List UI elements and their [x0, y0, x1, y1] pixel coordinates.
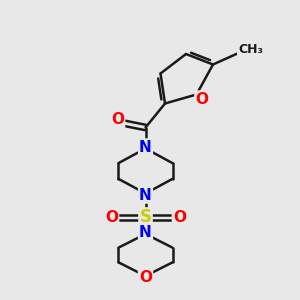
- Text: O: O: [139, 270, 152, 285]
- Text: O: O: [111, 112, 124, 128]
- Text: O: O: [195, 92, 208, 106]
- Text: N: N: [139, 225, 152, 240]
- Text: N: N: [139, 140, 152, 154]
- Text: O: O: [173, 210, 186, 225]
- Text: O: O: [105, 210, 118, 225]
- Text: N: N: [139, 188, 152, 202]
- Text: CH₃: CH₃: [238, 43, 263, 56]
- Text: S: S: [140, 208, 152, 226]
